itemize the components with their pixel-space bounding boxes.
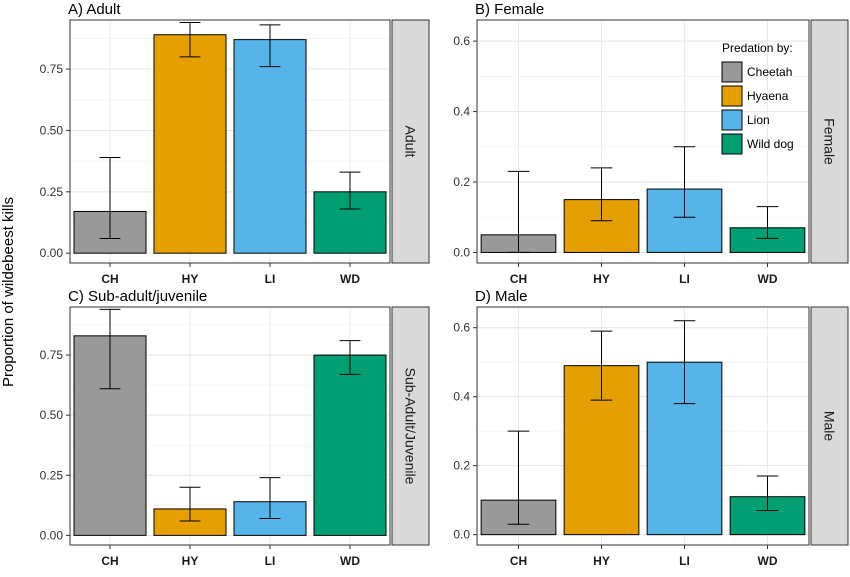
facet-strip bbox=[810, 306, 849, 546]
facet-strip-label: Adult bbox=[403, 126, 419, 158]
bar-hy bbox=[153, 34, 227, 254]
x-tick-label: HY bbox=[182, 272, 199, 286]
legend-label: Cheetah bbox=[747, 65, 792, 79]
legend-swatch bbox=[721, 133, 743, 155]
panel-border bbox=[69, 306, 391, 546]
y-tick-label: 0.4 bbox=[453, 390, 470, 404]
x-tick-label: HY bbox=[593, 554, 610, 568]
panel-title: C) Sub-adult/juvenile bbox=[68, 288, 207, 305]
legend-swatch bbox=[721, 61, 743, 83]
panel-title: D) Male bbox=[475, 288, 528, 305]
legend-title: Predation by: bbox=[722, 41, 793, 55]
panel: D) Male 0.0 0.2 0.4 0.6 CH HY LI WD Male bbox=[453, 288, 849, 568]
bar-wd bbox=[313, 354, 387, 536]
plot-background bbox=[477, 20, 809, 263]
y-tick-label: 0.0 bbox=[453, 245, 470, 259]
y-tick-label: 0.50 bbox=[40, 123, 64, 137]
x-tick-label: CH bbox=[510, 272, 527, 286]
x-tick-label: LI bbox=[265, 272, 276, 286]
y-tick-label: 0.2 bbox=[453, 459, 470, 473]
y-tick-label: 0.50 bbox=[40, 408, 64, 422]
y-tick-label: 0.25 bbox=[40, 185, 64, 199]
y-tick-label: 0.4 bbox=[453, 105, 470, 119]
x-tick-label: CH bbox=[510, 554, 527, 568]
panel-title: B) Female bbox=[475, 1, 544, 18]
facet-strip bbox=[391, 19, 430, 264]
facet-strip bbox=[810, 19, 849, 264]
legend-swatch bbox=[721, 109, 743, 131]
y-tick-label: 0.0 bbox=[453, 528, 470, 542]
y-tick-label: 0.25 bbox=[40, 468, 64, 482]
facet-strip-label: Male bbox=[822, 411, 838, 442]
panel-border bbox=[69, 19, 391, 264]
panel-title: A) Adult bbox=[68, 1, 121, 18]
x-tick-label: CH bbox=[101, 272, 118, 286]
x-tick-label: LI bbox=[265, 554, 276, 568]
legend-label: Hyaena bbox=[747, 89, 789, 103]
panel-border bbox=[476, 19, 810, 264]
x-tick-label: LI bbox=[679, 554, 690, 568]
y-tick-label: 0.75 bbox=[40, 62, 64, 76]
y-tick-label: 0.00 bbox=[40, 246, 64, 260]
x-tick-label: HY bbox=[593, 272, 610, 286]
y-tick-label: 0.6 bbox=[453, 34, 470, 48]
y-tick-label: 0.00 bbox=[40, 528, 64, 542]
legend: Predation by: Cheetah Hyaena Lion Wild dog bbox=[721, 41, 794, 155]
x-tick-label: WD bbox=[340, 554, 360, 568]
panel: A) Adult 0.00 0.25 0.50 0.75 CH HY LI WD Adult bbox=[40, 1, 430, 286]
y-axis-title: Proportion of wildebeest kills bbox=[0, 197, 17, 387]
bar-li bbox=[233, 39, 307, 254]
x-tick-label: WD bbox=[758, 554, 778, 568]
panel: C) Sub-adult/juvenile 0.00 0.25 0.50 0.75 CH H… bbox=[40, 288, 430, 568]
y-tick-label: 0.75 bbox=[40, 348, 64, 362]
panel: B) Female 0.0 0.2 0.4 0.6 CH HY LI WD Female bbox=[453, 1, 849, 286]
panel-border bbox=[476, 306, 810, 546]
legend-swatch bbox=[721, 85, 743, 107]
y-tick-label: 0.6 bbox=[453, 321, 470, 335]
x-tick-label: WD bbox=[758, 272, 778, 286]
legend-label: Lion bbox=[747, 113, 770, 127]
y-tick-label: 0.2 bbox=[453, 175, 470, 189]
legend-label: Wild dog bbox=[747, 137, 794, 151]
facet-strip bbox=[391, 306, 430, 546]
x-tick-label: WD bbox=[340, 272, 360, 286]
facet-strip-label: Female bbox=[822, 118, 838, 165]
x-tick-label: CH bbox=[101, 554, 118, 568]
x-tick-label: LI bbox=[679, 272, 690, 286]
x-tick-label: HY bbox=[182, 554, 199, 568]
facet-strip-label: Sub-Adult/Juvenile bbox=[403, 368, 419, 485]
